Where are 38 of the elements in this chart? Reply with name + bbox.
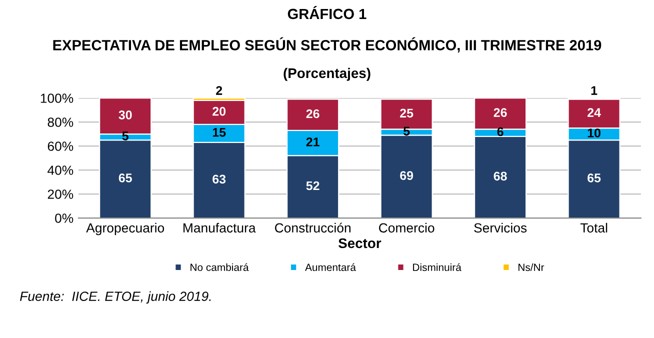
text: (Porcentajes) <box>284 68 370 81</box>
chart-subtitle: EXPECTATIVA DE EMPLEO SEGÚN SECTOR ECONÓMICO, III TRIMESTRE 2019 <box>53 37 602 52</box>
data-label: 69 <box>400 171 414 180</box>
data-label: 25 <box>400 108 414 118</box>
data-label: 65 <box>118 174 132 182</box>
x-axis-title: Sector <box>338 238 382 248</box>
data-label: 21 <box>306 138 320 146</box>
x-tick-label: Construcción <box>275 222 350 233</box>
y-tick-label: 100% <box>40 94 74 103</box>
legend-label: Disminuirá <box>413 263 462 272</box>
chart-title: GRÁFICO 1 <box>288 6 366 20</box>
data-label: 1 <box>591 86 598 95</box>
data-label: 26 <box>494 108 507 117</box>
data-label: 52 <box>306 181 320 190</box>
data-label: 26 <box>306 109 320 118</box>
x-tick-label: Comercio <box>379 222 434 233</box>
y-tick-label: 80% <box>48 118 74 127</box>
source-note: Fuente: IICE. ETOE, junio 2019. <box>20 291 211 304</box>
legend-label: Aumentará <box>305 263 356 272</box>
y-tick-label: 0% <box>55 214 74 223</box>
x-tick-label: Agropecuario <box>86 222 164 236</box>
data-label: 68 <box>494 172 507 181</box>
data-label: 30 <box>118 110 132 120</box>
data-label: 65 <box>588 174 601 182</box>
data-label: 2 <box>216 86 222 95</box>
y-tick-label: 20% <box>48 190 74 199</box>
legend-label: No cambiará <box>190 263 249 272</box>
x-tick-label: Manufactura <box>184 222 256 233</box>
data-label: 15 <box>212 128 226 137</box>
data-label: 20 <box>212 106 226 116</box>
y-tick-label: 60% <box>48 142 74 151</box>
x-tick-label: Servicios <box>474 222 527 233</box>
y-tick-label: 40% <box>48 166 74 175</box>
legend-label: Ns/Nr <box>518 263 544 272</box>
data-label: 63 <box>212 174 226 184</box>
x-tick-label: Total <box>580 222 608 233</box>
data-label: 10 <box>588 128 600 138</box>
data-label: 24 <box>588 108 601 117</box>
